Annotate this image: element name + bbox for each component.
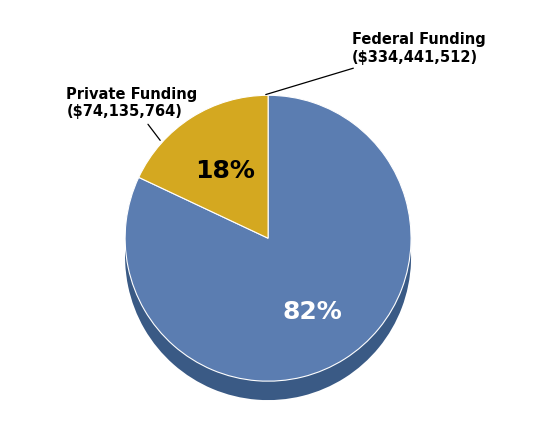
Wedge shape (125, 112, 411, 398)
Text: Federal Funding
($334,441,512): Federal Funding ($334,441,512) (266, 32, 486, 95)
Wedge shape (125, 106, 411, 392)
Wedge shape (125, 105, 411, 391)
Wedge shape (125, 109, 411, 395)
Wedge shape (125, 95, 411, 381)
Text: Private Funding
($74,135,764): Private Funding ($74,135,764) (66, 87, 197, 140)
Wedge shape (125, 111, 411, 397)
Wedge shape (125, 100, 411, 386)
Wedge shape (125, 108, 411, 394)
Wedge shape (125, 98, 411, 384)
Ellipse shape (125, 239, 411, 276)
Wedge shape (125, 103, 411, 389)
Wedge shape (125, 101, 411, 388)
Wedge shape (125, 95, 411, 381)
Text: 18%: 18% (195, 158, 255, 183)
Wedge shape (125, 97, 411, 383)
Text: 82%: 82% (283, 300, 342, 325)
Wedge shape (125, 114, 411, 400)
Wedge shape (139, 95, 268, 238)
